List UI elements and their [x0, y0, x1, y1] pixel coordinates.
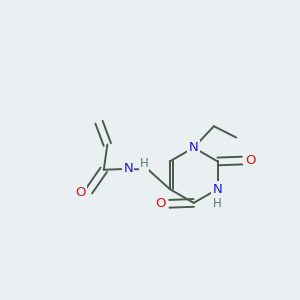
Text: O: O [75, 186, 86, 199]
Text: O: O [246, 154, 256, 167]
Text: N: N [189, 141, 199, 154]
Text: O: O [155, 197, 166, 210]
Text: H: H [213, 197, 222, 210]
Text: N: N [123, 162, 133, 176]
Text: H: H [140, 157, 148, 170]
Text: N: N [213, 183, 223, 196]
